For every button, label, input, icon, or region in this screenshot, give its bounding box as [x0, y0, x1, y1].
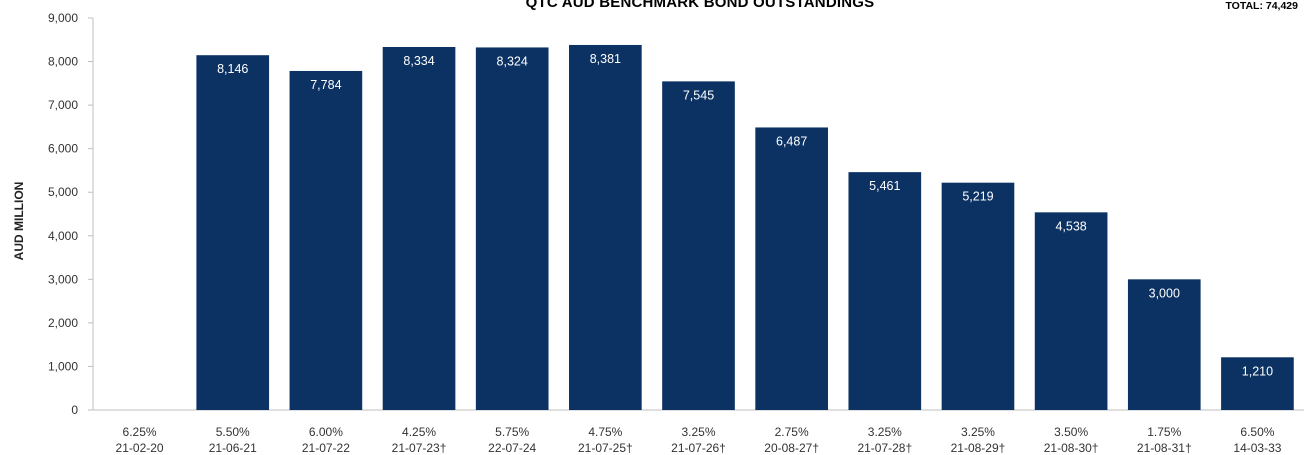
x-tick-coupon-label: 4.25%: [402, 425, 436, 439]
y-tick-label: 2,000: [48, 316, 78, 330]
bar: [1127, 279, 1201, 410]
total-label: TOTAL: 74,429: [1225, 0, 1298, 12]
x-tick-coupon-label: 6.50%: [1240, 425, 1274, 439]
y-tick-label: 4,000: [48, 229, 78, 243]
bar-value-label: 8,334: [403, 54, 434, 68]
x-tick-coupon-label: 6.00%: [309, 425, 343, 439]
y-tick-label: 5,000: [48, 185, 78, 199]
y-tick-label: 9,000: [48, 11, 78, 25]
bar-value-label: 1,210: [1242, 364, 1273, 378]
y-tick-label: 8,000: [48, 55, 78, 69]
bar-value-label: 5,219: [962, 190, 993, 204]
bar-value-label: 8,324: [497, 54, 528, 68]
bar: [848, 172, 922, 410]
bar: [382, 47, 456, 411]
x-tick-date-label: 21-08-30†: [1044, 441, 1099, 455]
x-tick-coupon-label: 4.75%: [588, 425, 622, 439]
bar: [475, 47, 549, 411]
x-tick-date-label: 21-07-22: [302, 441, 350, 455]
x-tick-coupon-label: 3.25%: [681, 425, 715, 439]
y-tick-label: 0: [71, 403, 78, 417]
x-tick-coupon-label: 6.25%: [123, 425, 157, 439]
x-tick-date-label: 21-07-25†: [578, 441, 633, 455]
bar-value-label: 3,000: [1149, 286, 1180, 300]
y-tick-label: 7,000: [48, 98, 78, 112]
bar-value-label: 4,538: [1055, 219, 1086, 233]
y-tick-label: 6,000: [48, 142, 78, 156]
bar: [196, 55, 270, 411]
chart-title: QTC AUD BENCHMARK BOND OUTSTANDINGS: [525, 0, 875, 11]
x-tick-date-label: 21-07-28†: [857, 441, 912, 455]
y-tick-label: 1,000: [48, 359, 78, 373]
bar: [1034, 212, 1108, 410]
x-tick-coupon-label: 3.50%: [1054, 425, 1088, 439]
x-tick-date-label: 22-07-24: [488, 441, 536, 455]
bar: [1221, 357, 1294, 410]
x-tick-coupon-label: 3.25%: [868, 425, 902, 439]
x-tick-date-label: 20-08-27†: [764, 441, 819, 455]
x-tick-coupon-label: 5.50%: [216, 425, 250, 439]
x-tick-date-label: 21-02-20: [116, 441, 164, 455]
bar-value-label: 6,487: [776, 134, 807, 148]
y-tick-label: 3,000: [48, 272, 78, 286]
x-tick-coupon-label: 1.75%: [1147, 425, 1181, 439]
x-tick-date-label: 21-08-31†: [1137, 441, 1192, 455]
bar: [755, 127, 828, 410]
bar-value-label: 5,461: [869, 179, 900, 193]
x-tick-date-label: 21-07-26†: [671, 441, 726, 455]
bar: [941, 182, 1015, 410]
x-tick-coupon-label: 3.25%: [961, 425, 995, 439]
x-tick-date-label: 21-07-23†: [392, 441, 447, 455]
bar-value-label: 7,545: [683, 88, 714, 102]
bar: [569, 44, 642, 411]
bar-value-label: 8,381: [590, 52, 621, 66]
bar: [289, 70, 363, 410]
x-tick-coupon-label: 2.75%: [775, 425, 809, 439]
x-tick-coupon-label: 5.75%: [495, 425, 529, 439]
bar-value-label: 8,146: [217, 62, 248, 76]
bar-value-label: 7,784: [310, 78, 341, 92]
x-tick-date-label: 14-03-33: [1233, 441, 1281, 455]
x-tick-date-label: 21-06-21: [209, 441, 257, 455]
x-tick-date-label: 21-08-29†: [951, 441, 1006, 455]
bar: [662, 81, 735, 410]
